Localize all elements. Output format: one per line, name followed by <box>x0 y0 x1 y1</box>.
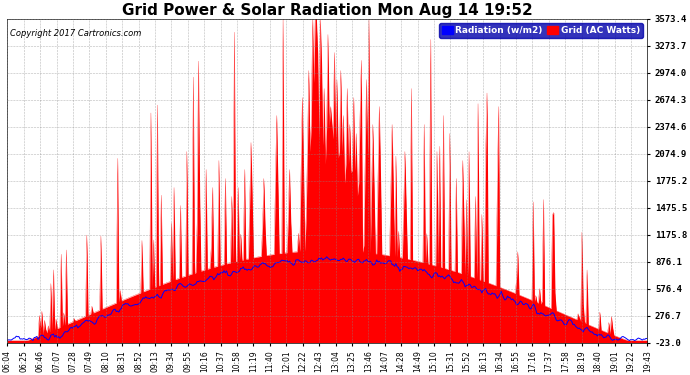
Title: Grid Power & Solar Radiation Mon Aug 14 19:52: Grid Power & Solar Radiation Mon Aug 14 … <box>122 3 533 18</box>
Text: Copyright 2017 Cartronics.com: Copyright 2017 Cartronics.com <box>10 28 142 38</box>
Legend: Radiation (w/m2), Grid (AC Watts): Radiation (w/m2), Grid (AC Watts) <box>439 24 643 38</box>
